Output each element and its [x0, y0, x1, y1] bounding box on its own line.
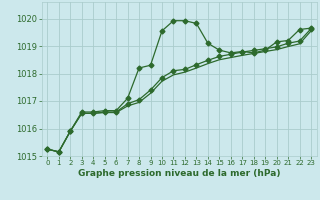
X-axis label: Graphe pression niveau de la mer (hPa): Graphe pression niveau de la mer (hPa)	[78, 169, 280, 178]
